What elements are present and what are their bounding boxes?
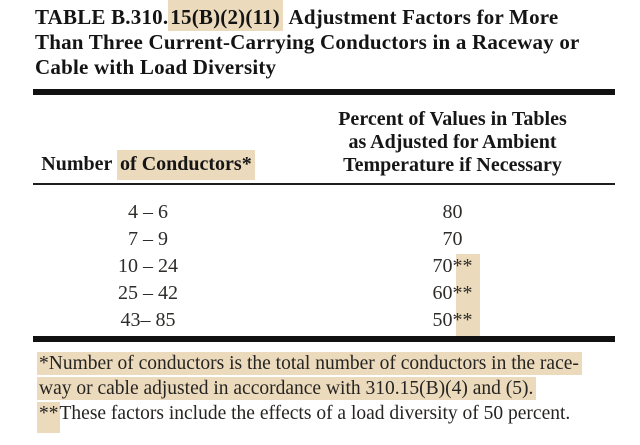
table-row: 4 – 6 80 (33, 199, 615, 226)
table-title: TABLE B.310.15(B)(2)(11) Adjustment Fact… (35, 0, 615, 80)
conductors-cell: 10 – 24 (118, 255, 178, 277)
percent-cell: 70 (442, 228, 463, 250)
conductors-cell: 43– 85 (120, 309, 176, 331)
footnote-2: **These factors include the effects of a… (37, 401, 637, 433)
title-line1-rest: Adjustment Factors for More (283, 5, 559, 29)
table-title-line1: TABLE B.310.15(B)(2)(11) Adjustment Fact… (35, 0, 615, 31)
footnote-1-line2: way or cable adjusted in accordance with… (37, 376, 637, 401)
column-header-percent-line1: Percent of Values in Tables (338, 108, 567, 130)
table-row: 10 – 24 70** (33, 253, 615, 280)
highlight-strip (456, 254, 480, 336)
footnote-1-line2-highlighted: way or cable adjusted in accordance with… (37, 377, 537, 400)
title-highlighted-section-number: 15(B)(2)(11) (168, 0, 284, 31)
table-bottom-rule (33, 336, 615, 342)
conductors-cell: 4 – 6 (128, 201, 168, 223)
title-number-prefix: TABLE B.310. (35, 5, 169, 29)
table-title-line3: Cable with Load Diversity (35, 55, 277, 79)
table-title-line2: Than Three Current-Carrying Conductors i… (35, 30, 580, 54)
header-left-highlighted: of Conductors* (117, 150, 255, 180)
column-header-percent: Percent of Values in Tables as Adjusted … (290, 108, 615, 177)
table-row: 25 – 42 60** (33, 280, 615, 307)
conductors-cell: 7 – 9 (128, 228, 168, 250)
footnote-1-line1: *Number of conductors is the total numbe… (37, 351, 637, 376)
header-left-prefix: Number (41, 153, 118, 175)
table-row: 7 – 9 70 (33, 226, 615, 253)
column-header-conductors: Number of Conductors* (33, 150, 263, 180)
table-body: 4 – 6 80 7 – 9 70 10 – 24 70** 25 – 42 6… (33, 199, 615, 334)
footnotes: *Number of conductors is the total numbe… (37, 351, 637, 433)
table-header-rule (33, 183, 615, 185)
conductors-cell: 25 – 42 (118, 282, 178, 304)
footnote-1-line1-highlighted: *Number of conductors is the total numbe… (37, 352, 582, 375)
percent-cell: 80 (442, 201, 463, 223)
footnote-2-marker-highlighted: ** (37, 402, 60, 433)
column-header-percent-line2: as Adjusted for Ambient (348, 131, 557, 153)
column-header-percent-line3: Temperature if Necessary (343, 154, 562, 176)
table-row: 43– 85 50** (33, 307, 615, 334)
percent-cell: 70** (432, 255, 473, 277)
percent-cell: 60** (432, 282, 473, 304)
percent-cell: 50** (432, 309, 473, 331)
footnote-2-text: These factors include the effects of a l… (59, 403, 571, 424)
table-top-rule (33, 89, 615, 95)
